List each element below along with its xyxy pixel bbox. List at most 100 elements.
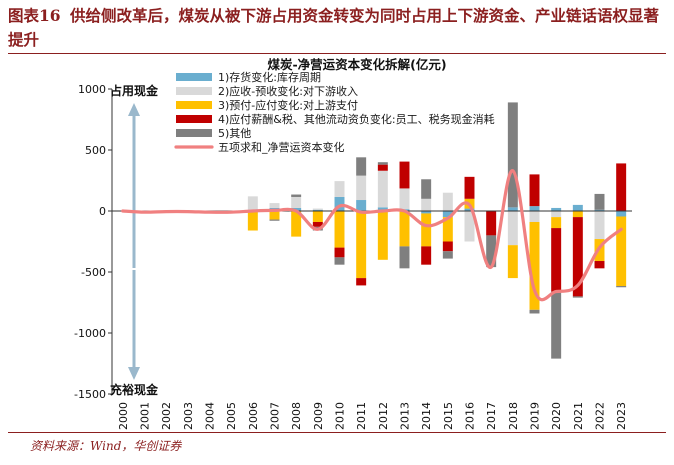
bar-segment-s5-2013 [399, 246, 410, 269]
bar-segment-s4-2014 [421, 246, 432, 265]
y-tick-label-1000: 1000 [78, 83, 106, 96]
bar-segment-s1-2012 [377, 207, 388, 211]
x-tick-label-2012: 2012 [377, 402, 390, 430]
bar-segment-s4-2011 [356, 278, 367, 286]
legend-label-s4: 4)应付薪酬&税、其他流动资负变化:员工、税务现金消耗 [218, 112, 495, 126]
bar-segment-s3-2021 [572, 211, 583, 218]
bar-segment-s3-2013 [399, 211, 410, 247]
tick-labels-layer: 1000 500 0 -500 -1000 -1500 2000 2001 2002 2003 20… [74, 83, 628, 430]
bar-segment-s5-2014 [421, 179, 432, 199]
x-tick-label-2011: 2011 [355, 402, 368, 430]
x-tick-label-2023: 2023 [615, 402, 628, 430]
x-tick-label-2022: 2022 [594, 402, 607, 430]
bar-segment-s3-2010 [334, 211, 345, 248]
x-tick-label-2019: 2019 [529, 402, 542, 430]
x-tick-label-2004: 2004 [204, 402, 217, 430]
bar-segment-s5-2012 [377, 162, 388, 165]
bar-segment-s5-2008 [291, 194, 302, 197]
bar-segment-s2-2009 [312, 208, 323, 210]
y-tick-label--500: -500 [81, 266, 106, 279]
sum-line [121, 169, 623, 302]
legend-swatch-s4 [176, 115, 212, 123]
x-tick-label-2014: 2014 [420, 402, 433, 430]
legend: 1)存货变化:库存周期2)应收-预收变化:对下游收入3)预付-应付变化:对上游支… [174, 70, 495, 154]
bar-segment-s5-2022 [594, 193, 605, 210]
legend-label-s5: 5)其他 [218, 127, 251, 140]
bar-segment-s3-2012 [377, 211, 388, 260]
bar-segment-s5-2021 [572, 296, 583, 298]
x-tick-label-2006: 2006 [247, 402, 260, 430]
x-tick-label-2016: 2016 [464, 402, 477, 430]
source-note: 资料来源：Wind，华创证券 [30, 439, 182, 453]
x-tick-label-2013: 2013 [399, 402, 412, 430]
bar-segment-s2-2006 [247, 196, 258, 210]
bar-segment-s4-2010 [334, 247, 345, 258]
bar-segment-s3-2006 [247, 211, 258, 231]
bar-segment-s1-2009 [312, 209, 323, 211]
y-tick-label--1500: -1500 [74, 388, 106, 401]
bar-segment-s5-2023 [616, 286, 627, 288]
annotation-top: 占用现金 [110, 83, 159, 98]
bar-segment-s4-2022 [594, 261, 605, 269]
x-tick-label-2015: 2015 [442, 402, 455, 430]
x-tick-label-2021: 2021 [572, 402, 585, 430]
bar-segment-s3-2015 [442, 217, 453, 242]
bar-segment-s5-2011 [356, 157, 367, 176]
x-tick-label-2007: 2007 [269, 402, 282, 430]
bar-segment-s2-2019 [529, 211, 540, 222]
bar-segment-s2-2012 [377, 170, 388, 208]
bar-segment-s4-2019 [529, 174, 540, 207]
y-tick-label-0: 0 [99, 205, 106, 218]
bar-segment-s4-2009 [312, 221, 323, 227]
figure-title: 图表16 供给侧改革后，煤炭从被下游占用资金转变为同时占用上下游资金、产业链话语… [8, 4, 668, 52]
bar-segment-s3-2019 [529, 221, 540, 310]
chart-canvas: 1000 500 0 -500 -1000 -1500 2000 2001 2002 2003 20… [74, 57, 632, 430]
bar-segment-s2-2014 [421, 198, 432, 211]
bar-segment-s3-2020 [551, 217, 562, 229]
legend-swatch-s2 [176, 87, 212, 95]
bar-segment-s4-2021 [572, 217, 583, 297]
bar-segment-s5-2017 [486, 235, 497, 268]
bar-segment-s3-2007 [269, 211, 280, 220]
x-tick-label-2010: 2010 [334, 402, 347, 430]
bar-segment-s5-2007 [269, 219, 280, 221]
legend-label-s1: 1)存货变化:库存周期 [218, 70, 321, 84]
x-tick-label-2008: 2008 [290, 402, 303, 430]
legend-swatch-s3 [176, 101, 212, 109]
bar-segment-s1-2016 [464, 208, 475, 211]
x-tick-label-2000: 2000 [117, 402, 130, 430]
bar-segment-s2-2016 [464, 211, 475, 242]
bar-segment-s1-2018 [507, 207, 518, 211]
bar-segment-s4-2016 [464, 176, 475, 199]
title-rule [8, 53, 666, 54]
figure-number: 图表16 [8, 6, 61, 25]
sum-line-layer [121, 169, 623, 302]
figure-title-text: 供给侧改革后，煤炭从被下游占用资金转变为同时占用上下游资金、产业链话语权显著提升 [8, 6, 659, 49]
bar-segment-s5-2018 [507, 102, 518, 208]
bar-segment-s4-2012 [377, 164, 388, 171]
bar-segment-s1-2015 [442, 211, 453, 218]
bar-segment-s2-2020 [551, 211, 562, 218]
chart-title: 煤炭-净营运资本变化拆解(亿元) [267, 57, 446, 72]
x-tick-label-2005: 2005 [225, 402, 238, 430]
x-tick-label-2020: 2020 [550, 402, 563, 430]
legend-swatch-s5 [176, 129, 212, 137]
x-tick-label-2003: 2003 [182, 402, 195, 430]
bar-segment-s2-2022 [594, 211, 605, 240]
x-tick-label-2017: 2017 [485, 402, 498, 430]
bar-segment-s3-2009 [312, 211, 323, 222]
bar-segment-s1-2010 [334, 196, 345, 211]
bar-segment-s5-2010 [334, 257, 345, 265]
cash-arrows [128, 103, 140, 380]
bar-segment-s1-2014 [421, 211, 432, 214]
bar-segment-s1-2022 [594, 209, 605, 211]
occupy-cash-arrowhead [128, 103, 140, 116]
legend-swatch-s1 [176, 73, 212, 81]
bar-segment-s5-2019 [529, 309, 540, 314]
x-tick-label-2001: 2001 [139, 402, 152, 430]
bar-segment-s1-2023 [616, 211, 627, 217]
annotation-bottom: 充裕现金 [110, 382, 159, 397]
y-tick-label-500: 500 [85, 144, 106, 157]
bar-segment-s1-2021 [572, 204, 583, 211]
y-tick-label--1000: -1000 [74, 327, 106, 340]
